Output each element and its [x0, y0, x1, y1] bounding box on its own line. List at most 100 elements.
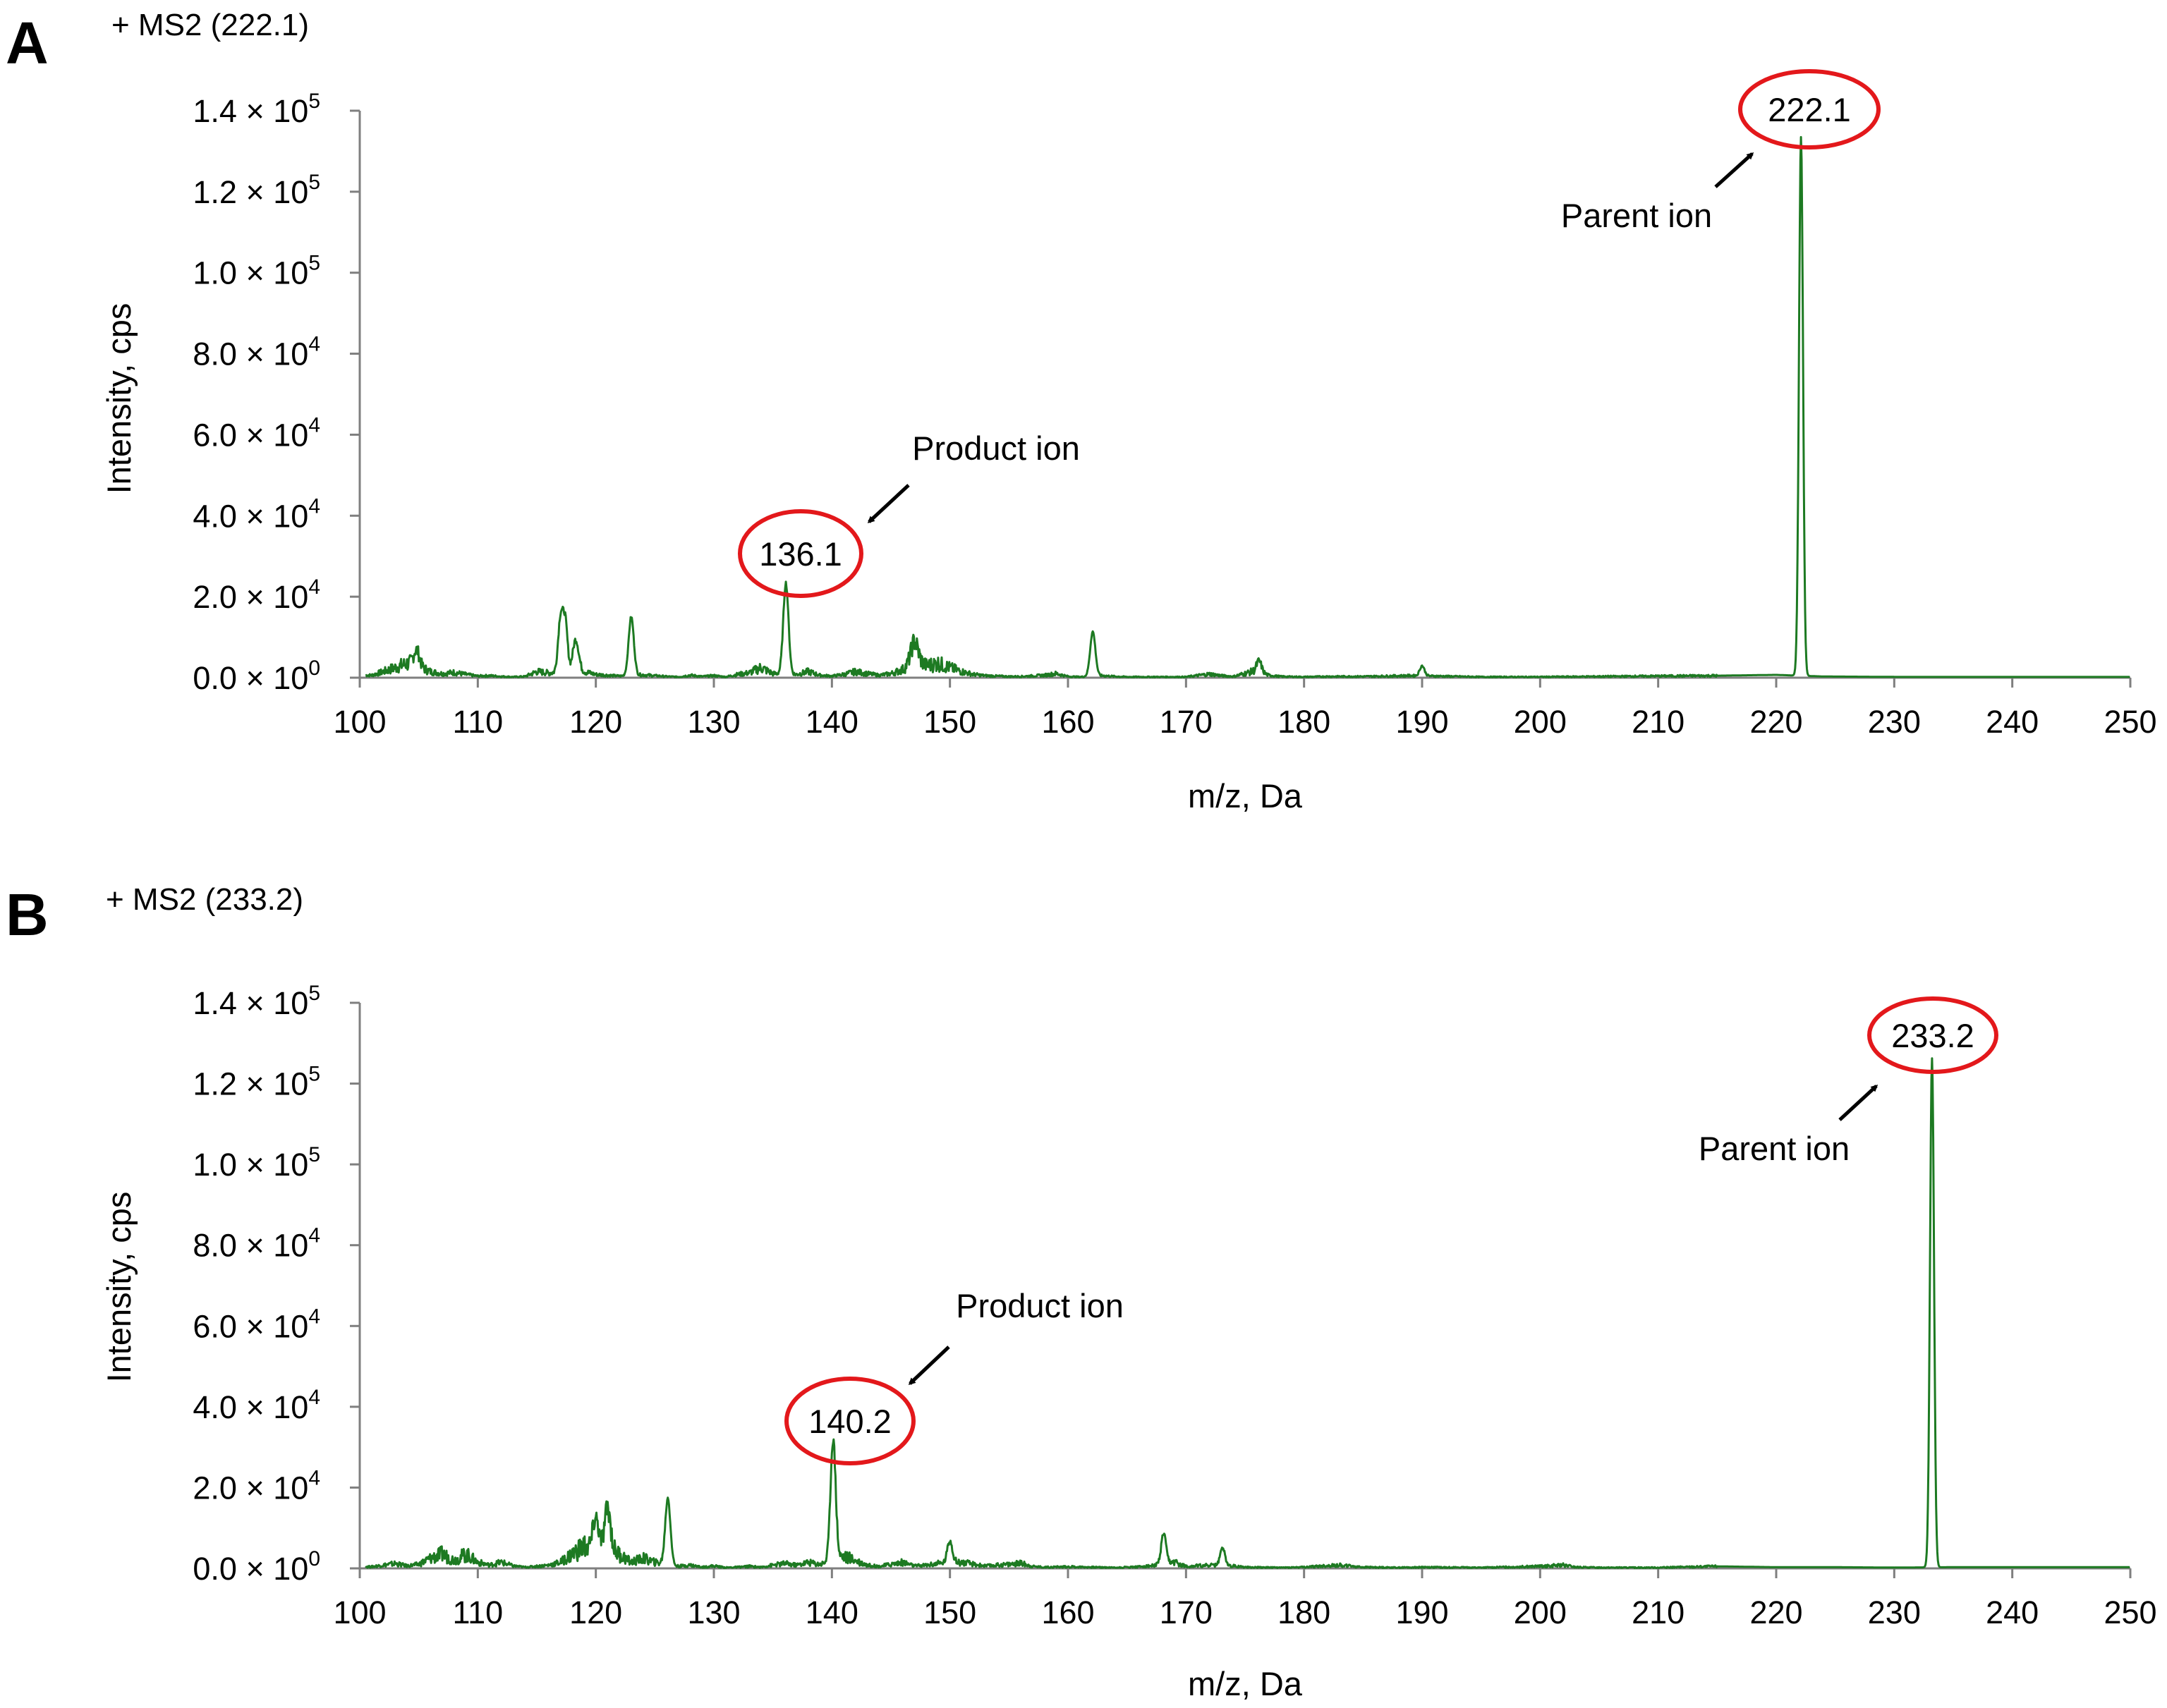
y-tick-exponent: 4: [308, 575, 320, 599]
y-tick-mantissa: 8.0 × 10: [193, 336, 308, 372]
parent-ion-label: Parent ion: [1699, 1130, 1850, 1167]
y-tick-mantissa: 6.0 × 10: [193, 417, 308, 453]
product-ion-circle: [784, 1377, 916, 1465]
x-tick-label: 170: [1160, 1594, 1213, 1630]
x-tick-label: 130: [687, 1594, 740, 1630]
y-tick-mantissa: 4.0 × 10: [193, 1389, 308, 1425]
y-tick-label: 0.0 × 100: [193, 1547, 320, 1587]
y-tick-exponent: 4: [308, 1466, 320, 1489]
x-tick-label: 210: [1632, 1594, 1685, 1630]
y-tick-label: 8.0 × 104: [193, 1224, 320, 1264]
y-tick-mantissa: 1.2 × 10: [193, 1066, 308, 1102]
parent-ion-arrow: [1714, 152, 1754, 188]
product-ion-mz: 140.2: [808, 1403, 892, 1440]
y-tick-exponent: 4: [308, 1224, 320, 1248]
x-axis-title: m/z, Da: [1188, 777, 1303, 815]
x-tick-labels: 100 110 120 130 140 150 160 170 180 190 200 210 220 2…: [333, 1594, 2156, 1630]
x-tick-label: 200: [1514, 1594, 1567, 1630]
y-tick-exponent: 4: [308, 494, 320, 518]
x-tick-label: 210: [1632, 704, 1685, 740]
x-tick-label: 180: [1277, 1594, 1330, 1630]
y-tick-exponent: 5: [308, 252, 320, 275]
y-tick-exponent: 5: [308, 90, 320, 113]
panel-letter-b: B: [6, 882, 49, 948]
y-tick-label: 8.0 × 104: [193, 333, 320, 372]
product-ion-label: Product ion: [912, 429, 1080, 467]
y-tick-label: 6.0 × 104: [193, 1305, 320, 1344]
product-ion-arrow: [867, 484, 910, 524]
x-tick-label: 220: [1749, 1594, 1802, 1630]
y-tick-mantissa: 0.0 × 10: [193, 1551, 308, 1587]
y-tick-exponent: 4: [308, 413, 320, 437]
x-axis-title: m/z, Da: [1188, 1665, 1303, 1702]
x-tick-labels: 100 110 120 130 140 150 160 170 180 190 200 210 220 2…: [333, 704, 2156, 740]
y-tick-exponent: 4: [308, 1386, 320, 1409]
y-tick-mantissa: 1.4 × 10: [193, 93, 308, 129]
product-ion-label: Product ion: [956, 1287, 1124, 1324]
y-tick-mantissa: 0.0 × 10: [193, 660, 308, 696]
y-tick-label: 1.2 × 105: [193, 171, 320, 210]
y-tick-exponent: 4: [308, 1305, 320, 1328]
y-tick-mantissa: 1.0 × 10: [193, 255, 308, 291]
x-tick-label: 240: [1986, 704, 2039, 740]
y-tick-mantissa: 1.2 × 10: [193, 174, 308, 210]
x-tick-label: 180: [1277, 704, 1330, 740]
parent-ion-label: Parent ion: [1561, 197, 1712, 234]
y-tick-mantissa: 6.0 × 10: [193, 1308, 308, 1344]
x-tick-label: 190: [1395, 1594, 1448, 1630]
axes: [350, 109, 2132, 688]
y-tick-exponent: 5: [308, 1063, 320, 1086]
y-tick-label: 1.4 × 105: [193, 982, 320, 1021]
y-tick-exponent: 0: [308, 657, 320, 680]
y-axis-title: Intensity, cps: [100, 303, 138, 494]
y-tick-mantissa: 2.0 × 10: [193, 1470, 308, 1506]
x-tick-label: 220: [1749, 704, 1802, 740]
y-tick-label: 4.0 × 104: [193, 1386, 320, 1425]
y-tick-exponent: 0: [308, 1547, 320, 1570]
y-tick-label: 1.0 × 105: [193, 1143, 320, 1183]
y-tick-exponent: 5: [308, 1143, 320, 1166]
y-tick-label: 0.0 × 100: [193, 657, 320, 696]
y-tick-label: 1.0 × 105: [193, 252, 320, 291]
y-tick-mantissa: 4.0 × 10: [193, 498, 308, 534]
x-tick-label: 150: [923, 704, 976, 740]
spectrum-trace: [365, 135, 2130, 678]
x-tick-label: 100: [333, 704, 386, 740]
axes: [350, 1001, 2132, 1578]
y-tick-label: 4.0 × 104: [193, 494, 320, 534]
x-tick-label: 160: [1041, 704, 1094, 740]
y-tick-label: 6.0 × 104: [193, 413, 320, 453]
x-tick-label: 250: [2104, 1594, 2156, 1630]
x-tick-label: 110: [452, 704, 503, 740]
x-tick-label: 120: [569, 704, 622, 740]
x-tick-label: 250: [2104, 704, 2156, 740]
x-tick-label: 140: [806, 704, 858, 740]
x-tick-label: 150: [923, 1594, 976, 1630]
y-tick-mantissa: 8.0 × 10: [193, 1228, 308, 1264]
parent-ion-circle: [1867, 996, 1998, 1074]
parent-ion-mz: 233.2: [1891, 1017, 1974, 1054]
y-tick-exponent: 5: [308, 982, 320, 1005]
y-tick-mantissa: 1.4 × 10: [193, 985, 308, 1021]
parent-ion-arrow: [1838, 1084, 1878, 1121]
y-tick-exponent: 4: [308, 333, 320, 356]
x-tick-label: 200: [1514, 704, 1567, 740]
y-tick-label: 2.0 × 104: [193, 575, 320, 615]
x-tick-label: 120: [569, 1594, 622, 1630]
x-tick-label: 230: [1868, 1594, 1921, 1630]
spectrum-trace: [365, 1057, 2130, 1569]
y-tick-label: 2.0 × 104: [193, 1466, 320, 1506]
y-axis-title: Intensity, cps: [100, 1192, 138, 1383]
x-tick-label: 110: [452, 1594, 503, 1630]
y-tick-mantissa: 1.0 × 10: [193, 1147, 308, 1183]
scan-title: + MS2 (222.1): [111, 8, 309, 42]
x-tick-label: 230: [1868, 704, 1921, 740]
scan-title: + MS2 (233.2): [106, 882, 303, 917]
parent-ion-circle: [1738, 69, 1881, 150]
product-ion-mz: 136.1: [759, 535, 842, 573]
